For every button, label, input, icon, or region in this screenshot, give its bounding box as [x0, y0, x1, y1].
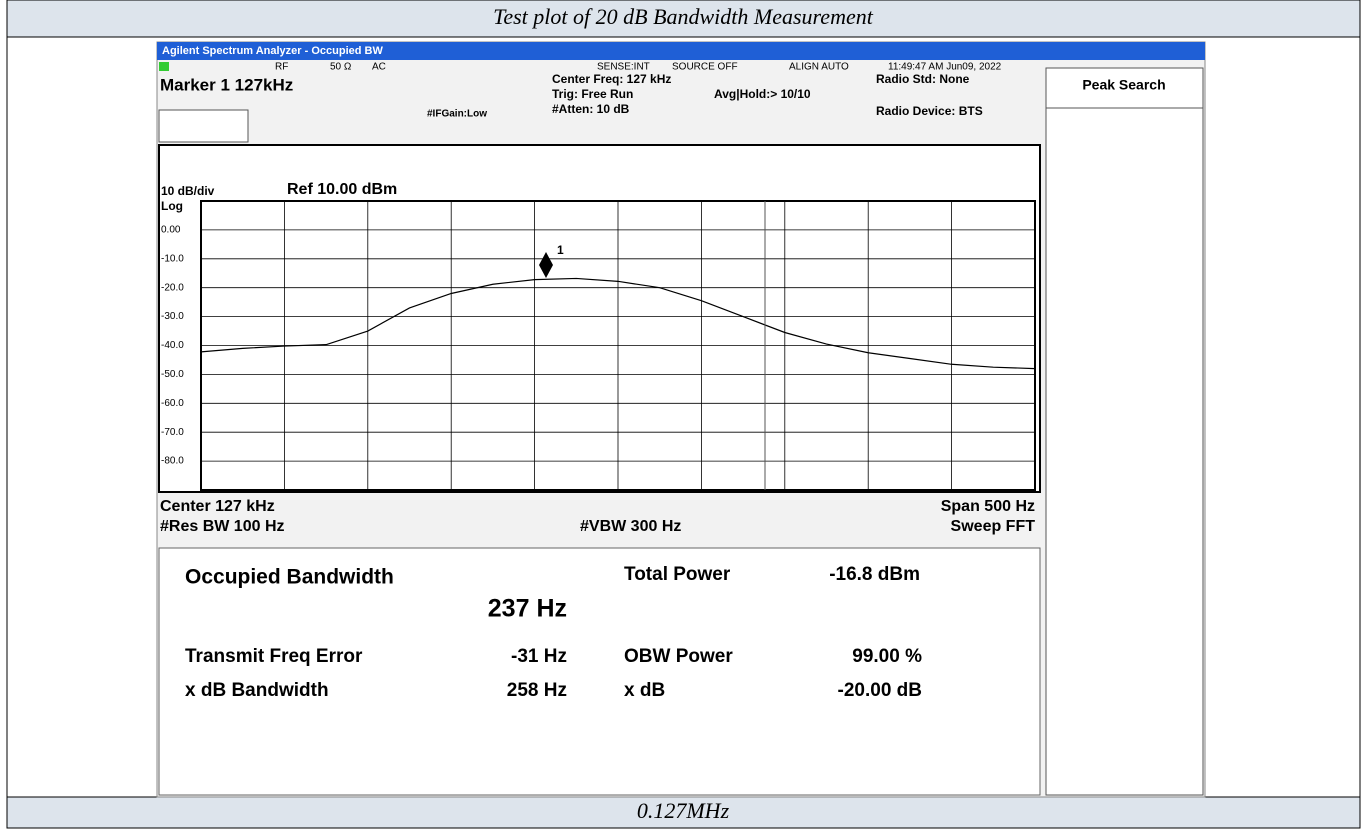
y-tick-label: 0.00 [161, 225, 181, 236]
softkey-panel [1045, 67, 1204, 796]
center-freq: Center Freq: 127 kHz [552, 72, 671, 86]
scale-label: 10 dB/div [161, 184, 215, 198]
input-box [158, 109, 249, 143]
freq-error-label: Transmit Freq Error [185, 646, 363, 667]
xdb-value: -20.00 dB [838, 680, 922, 701]
window-title: Agilent Spectrum Analyzer - Occupied BW [162, 45, 383, 57]
obw-power-value: 99.00 % [852, 646, 922, 667]
obw-power-label: OBW Power [624, 646, 733, 667]
status-rf: RF [275, 62, 288, 73]
y-tick-label: -10.0 [161, 253, 184, 264]
radio-device: Radio Device: BTS [876, 104, 983, 118]
y-tick-label: -60.0 [161, 398, 184, 409]
status-timestamp: 11:49:47 AM Jun09, 2022 [888, 62, 1002, 73]
xdb-label: x dB [624, 680, 665, 701]
freq-error-value: -31 Hz [511, 646, 567, 667]
y-tick-label: -20.0 [161, 282, 184, 293]
scale-type: Log [161, 199, 183, 213]
status-icon [159, 62, 169, 71]
if-gain: #IFGain:Low [427, 109, 487, 120]
res-bw-label: #Res BW 100 Hz [160, 518, 285, 535]
status-coupling: AC [372, 62, 386, 73]
obw-label: Occupied Bandwidth [185, 566, 394, 589]
obw-value: 237 Hz [488, 595, 567, 623]
y-tick-label: -40.0 [161, 340, 184, 351]
footer-bar [6, 796, 1361, 829]
marker-label: 1 [557, 243, 564, 257]
softkey-button[interactable] [1045, 67, 1204, 109]
y-tick-label: -30.0 [161, 311, 184, 322]
span-label: Span 500 Hz [941, 498, 1035, 515]
trig: Trig: Free Run [552, 87, 633, 101]
window-titlebar [157, 42, 1205, 60]
plot-area: 0.00 -10.0 -20.0 -30.0 -40.0 -50.0 -60.0 -70.0 -… [161, 200, 1036, 491]
y-tick-label: -70.0 [161, 427, 184, 438]
avg-hold: Avg|Hold:> 10/10 [714, 87, 811, 101]
status-impedance: 50 Ω [330, 62, 352, 73]
y-tick-label: -80.0 [161, 456, 184, 467]
header-bar [6, 0, 1361, 38]
status-sense: SENSE:INT [597, 62, 650, 73]
softkey-label[interactable]: Peak Search [1082, 77, 1165, 93]
marker-readout: Marker 1 127kHz [160, 75, 293, 94]
graph-frame [158, 144, 1041, 493]
xdb-bw-label: x dB Bandwidth [185, 680, 329, 701]
center-label: Center 127 kHz [160, 498, 275, 515]
sweep-label: Sweep FFT [951, 518, 1036, 535]
total-power-label: Total Power [624, 564, 731, 585]
results-panel [158, 547, 1041, 796]
ref-label: Ref 10.00 dBm [287, 181, 397, 198]
marker-diamond [539, 252, 553, 278]
xdb-bw-value: 258 Hz [507, 680, 567, 701]
trace [200, 277, 1036, 370]
vbw-label: #VBW 300 Hz [580, 518, 681, 535]
total-power-value: -16.8 dBm [829, 564, 920, 585]
footer-label: 0.127MHz [637, 798, 730, 823]
status-source: SOURCE OFF [672, 62, 738, 73]
radio-std: Radio Std: None [876, 72, 970, 86]
y-tick-label: -50.0 [161, 369, 184, 380]
header-title: Test plot of 20 dB Bandwidth Measurement [493, 4, 874, 29]
atten: #Atten: 10 dB [552, 102, 630, 116]
status-align: ALIGN AUTO [789, 62, 849, 73]
